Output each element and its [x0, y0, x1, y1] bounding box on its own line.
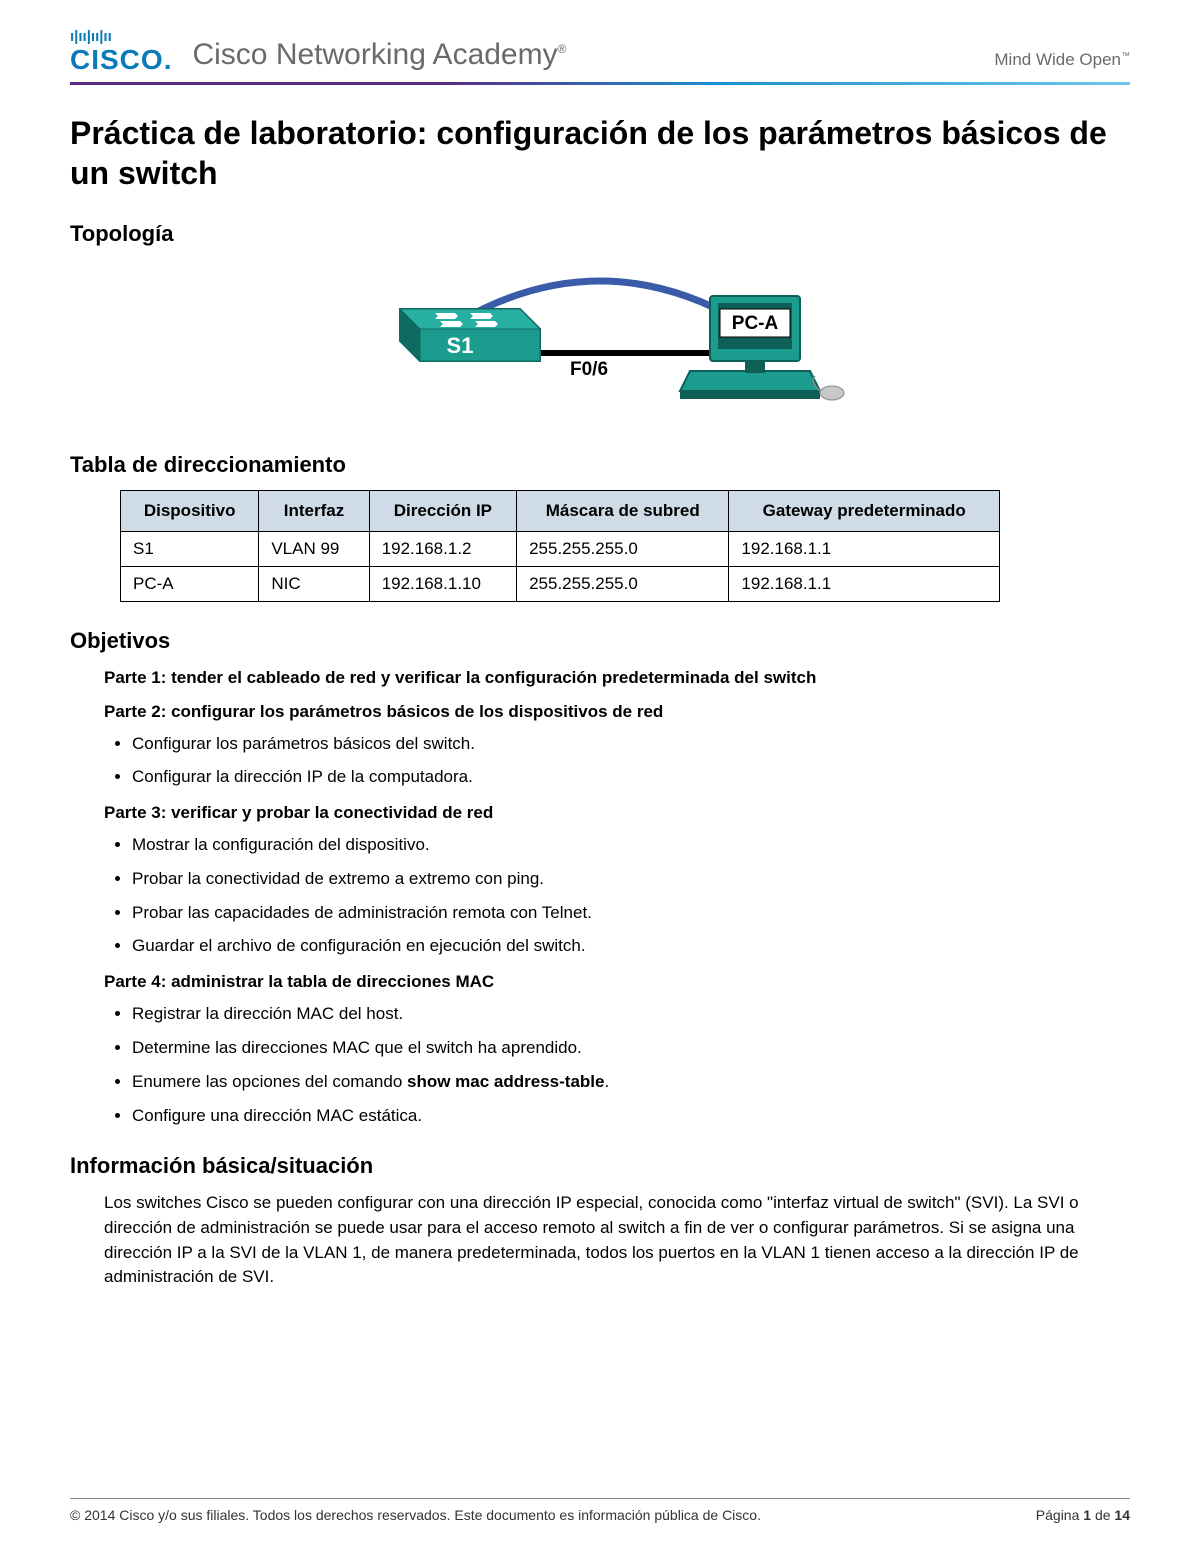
table-row: S1 VLAN 99 192.168.1.2 255.255.255.0 192…	[121, 531, 1000, 566]
pc-icon: PC-A	[680, 296, 844, 400]
table-row: PC-A NIC 192.168.1.10 255.255.255.0 192.…	[121, 566, 1000, 601]
switch-icon: S1	[400, 309, 540, 361]
cisco-bars-icon: ı|ıı|ıı|ıı	[70, 30, 112, 44]
cell: 192.168.1.10	[369, 566, 516, 601]
objectives-block: Parte 1: tender el cableado de red y ver…	[104, 668, 1130, 1128]
col-ip: Dirección IP	[369, 490, 516, 531]
part2-heading: Parte 2: configurar los parámetros básic…	[104, 702, 1130, 722]
page-title: Práctica de laboratorio: configuración d…	[70, 113, 1130, 193]
table-header-row: Dispositivo Interfaz Dirección IP Máscar…	[121, 490, 1000, 531]
brand-block: ı|ıı|ıı|ıı CISCO. Cisco Networking Acade…	[70, 30, 566, 76]
col-device: Dispositivo	[121, 490, 259, 531]
list-item: Guardar el archivo de configuración en e…	[132, 934, 1130, 958]
cell: PC-A	[121, 566, 259, 601]
academy-name: Cisco Networking Academy®	[192, 38, 566, 76]
addressing-table: Dispositivo Interfaz Dirección IP Máscar…	[120, 490, 1000, 602]
cell: 255.255.255.0	[517, 531, 729, 566]
page-footer: © 2014 Cisco y/o sus filiales. Todos los…	[70, 1498, 1130, 1523]
part3-list: Mostrar la configuración del dispositivo…	[132, 833, 1130, 958]
cell: 255.255.255.0	[517, 566, 729, 601]
page-header: ı|ıı|ıı|ıı CISCO. Cisco Networking Acade…	[70, 30, 1130, 85]
cell: 192.168.1.2	[369, 531, 516, 566]
cisco-logo: ı|ıı|ıı|ıı CISCO.	[70, 30, 172, 76]
list-item: Configure una dirección MAC estática.	[132, 1104, 1130, 1128]
tagline: Mind Wide Open™	[994, 50, 1130, 76]
command-bold: show mac address-table	[407, 1072, 604, 1091]
network-diagram-svg: S1 F0/6 PC-A	[340, 261, 860, 421]
cisco-wordmark: CISCO.	[70, 44, 172, 76]
background-paragraph: Los switches Cisco se pueden configurar …	[104, 1191, 1130, 1290]
part4-list: Registrar la dirección MAC del host. Det…	[132, 1002, 1130, 1127]
cell: 192.168.1.1	[729, 566, 1000, 601]
list-item: Registrar la dirección MAC del host.	[132, 1002, 1130, 1026]
pc-label: PC-A	[732, 313, 779, 334]
part1-heading: Parte 1: tender el cableado de red y ver…	[104, 668, 1130, 688]
section-topology: Topología	[70, 221, 1130, 247]
cell: VLAN 99	[259, 531, 369, 566]
list-item: Probar la conectividad de extremo a extr…	[132, 867, 1130, 891]
col-interface: Interfaz	[259, 490, 369, 531]
cell: NIC	[259, 566, 369, 601]
list-item: Mostrar la configuración del dispositivo…	[132, 833, 1130, 857]
list-item: Probar las capacidades de administración…	[132, 901, 1130, 925]
list-item: Enumere las opciones del comando show ma…	[132, 1070, 1130, 1094]
part3-heading: Parte 3: verificar y probar la conectivi…	[104, 803, 1130, 823]
list-item: Configurar los parámetros básicos del sw…	[132, 732, 1130, 756]
document-page: ı|ıı|ıı|ıı CISCO. Cisco Networking Acade…	[0, 0, 1200, 1553]
copyright: © 2014 Cisco y/o sus filiales. Todos los…	[70, 1507, 761, 1523]
list-item: Determine las direcciones MAC que el swi…	[132, 1036, 1130, 1060]
col-mask: Máscara de subred	[517, 490, 729, 531]
cell: S1	[121, 531, 259, 566]
section-objectives: Objetivos	[70, 628, 1130, 654]
section-background: Información básica/situación	[70, 1153, 1130, 1179]
port-label: F0/6	[570, 359, 608, 380]
topology-diagram: S1 F0/6 PC-A	[70, 261, 1130, 426]
page-number: Página 1 de 14	[1036, 1507, 1130, 1523]
cell: 192.168.1.1	[729, 531, 1000, 566]
part2-list: Configurar los parámetros básicos del sw…	[132, 732, 1130, 790]
list-item: Configurar la dirección IP de la computa…	[132, 765, 1130, 789]
switch-label: S1	[447, 333, 474, 358]
section-addressing: Tabla de direccionamiento	[70, 452, 1130, 478]
part4-heading: Parte 4: administrar la tabla de direcci…	[104, 972, 1130, 992]
col-gateway: Gateway predeterminado	[729, 490, 1000, 531]
